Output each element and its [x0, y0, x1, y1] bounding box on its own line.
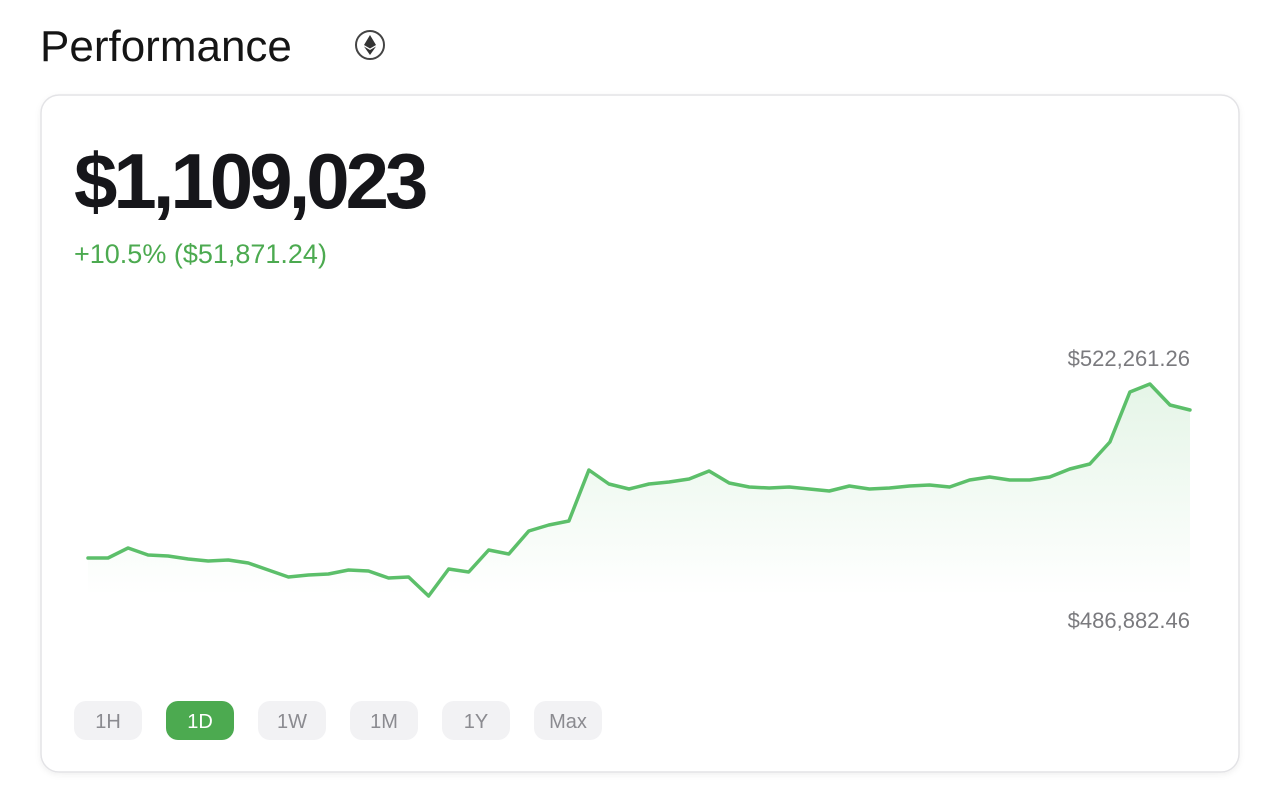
area: [88, 384, 1190, 596]
price-line: [86, 382, 1192, 598]
button-bg[interactable]: [74, 701, 142, 740]
section-title: Performance: [40, 22, 292, 71]
button-bg[interactable]: [258, 701, 326, 740]
limit-label: $486,882.46: [1068, 608, 1190, 633]
button-label[interactable]: 1M: [370, 711, 398, 733]
button-bg[interactable]: [350, 701, 418, 740]
button-label[interactable]: Max: [549, 711, 587, 733]
button-label[interactable]: 1W: [277, 711, 307, 733]
limit-label: $522,261.26: [1068, 346, 1190, 371]
chart: $486,882.46 $522,261.26: [86, 346, 1192, 633]
button-bg[interactable]: [534, 701, 602, 740]
range-button[interactable]: 1D: [166, 701, 234, 740]
range-selector: 1H 1D 1W 1M 1Y Max: [74, 701, 602, 740]
range-button[interactable]: Max: [534, 701, 602, 740]
range-button[interactable]: 1Y: [442, 701, 510, 740]
button-label[interactable]: 1D: [187, 711, 213, 733]
button-bg[interactable]: [166, 701, 234, 740]
button-label[interactable]: 1Y: [464, 711, 488, 733]
range-button[interactable]: 1M: [350, 701, 418, 740]
range-button[interactable]: 1W: [258, 701, 326, 740]
button-label[interactable]: 1H: [95, 711, 121, 733]
eth-icon: [355, 30, 385, 60]
change: +10.5% ($51,871.24): [74, 239, 327, 269]
range-button[interactable]: 1H: [74, 701, 142, 740]
button-bg[interactable]: [442, 701, 510, 740]
portfolio-value: $1,109,023: [74, 137, 426, 225]
card: [40, 94, 1240, 773]
